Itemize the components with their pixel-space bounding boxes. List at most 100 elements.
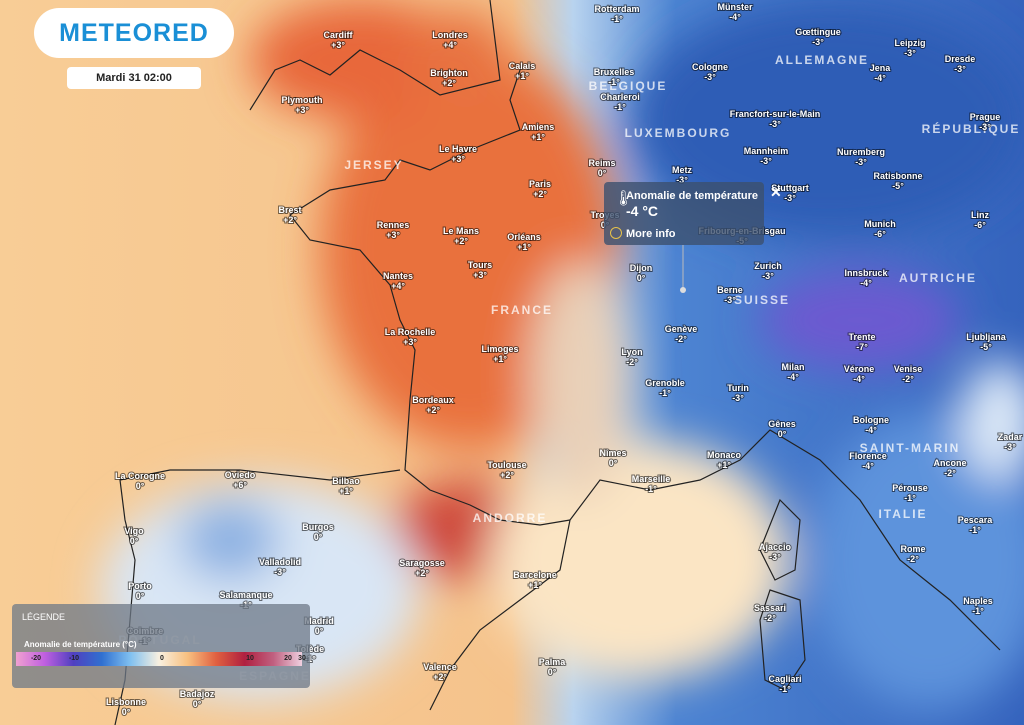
city-name: Reims (588, 158, 615, 168)
city-name: Dresde (945, 54, 976, 64)
city-anomaly: 0° (122, 707, 131, 717)
coastlines (114, 0, 1001, 725)
city-anomaly: +1° (339, 486, 353, 496)
city-anomaly: 0° (778, 429, 787, 439)
thermometer-icon: 🌡 (614, 190, 634, 207)
city-anomaly: +1° (515, 71, 529, 81)
city-anomaly: -4° (860, 278, 872, 288)
city-anomaly: +3° (403, 337, 417, 347)
city-anomaly: 0° (136, 481, 145, 491)
city-name: Dijon (630, 263, 653, 273)
city-anomaly: -7° (856, 342, 868, 352)
legend: LÉGENDE Anomalie de température (°C) -20… (12, 604, 310, 688)
city-anomaly: +3° (386, 230, 400, 240)
anomaly-field (100, 0, 1024, 710)
city-name: Palma (539, 657, 567, 667)
city-anomaly: 0° (130, 536, 139, 546)
city-anomaly: +2° (454, 236, 468, 246)
city-anomaly: -3° (954, 64, 966, 74)
city-name: Limoges (481, 344, 518, 354)
city-anomaly: +2° (500, 470, 514, 480)
city-name: Sassari (754, 603, 786, 613)
city-anomaly: +2° (426, 405, 440, 415)
city-name: Amiens (522, 122, 555, 132)
city-anomaly: 0° (315, 626, 324, 636)
city-anomaly: -3° (979, 122, 991, 132)
city-name: Orléans (507, 232, 541, 242)
city-anomaly: -2° (902, 374, 914, 384)
city-name: Rotterdam (594, 4, 639, 14)
legend-tick: 30 (298, 655, 306, 662)
country-label: RÉPUBLIQUE TCHÈQUE (922, 121, 1024, 136)
city-anomaly: 0° (193, 699, 202, 709)
legend-tick: 0 (160, 655, 164, 662)
city-anomaly: -1° (904, 493, 916, 503)
country-label: ANDORRE (473, 511, 548, 525)
city-anomaly: -1° (972, 606, 984, 616)
city-anomaly: -3° (769, 119, 781, 129)
city-name: Leipzig (895, 38, 926, 48)
city-name: Linz (971, 210, 989, 220)
city-name: Cardiff (324, 30, 354, 40)
city-name: Londres (432, 30, 468, 40)
city-name: Madrid (304, 616, 334, 626)
city-anomaly: -2° (764, 613, 776, 623)
city-anomaly: +3° (473, 270, 487, 280)
city-anomaly: -3° (704, 72, 716, 82)
city-name: Vigo (124, 526, 144, 536)
tooltip: 🌡 Anomalie de température -4 °C ✕ More i… (604, 182, 782, 245)
city-anomaly: 0° (548, 667, 557, 677)
tooltip-title: Anomalie de température (626, 190, 759, 202)
city-name: Gênes (768, 419, 796, 429)
city-anomaly: -3° (762, 271, 774, 281)
city-name: Pescara (958, 515, 994, 525)
city-name: Calais (509, 61, 536, 71)
city-anomaly: -1° (611, 14, 623, 24)
city-name: Bruxelles (594, 67, 635, 77)
city-anomaly: -5° (980, 342, 992, 352)
city-name: Francfort-sur-le-Main (730, 109, 821, 119)
city-name: Barcelone (513, 570, 557, 580)
city-name: Nantes (383, 271, 413, 281)
country-label: AUTRICHE (899, 271, 977, 285)
close-button[interactable]: ✕ (770, 184, 782, 200)
city-anomaly: -6° (974, 220, 986, 230)
city-anomaly: -3° (904, 48, 916, 58)
city-name: Vérone (844, 364, 875, 374)
city-anomaly: +3° (295, 105, 309, 115)
city-anomaly: 0° (609, 458, 618, 468)
city-name: Le Havre (439, 144, 477, 154)
city-name: Mannheim (744, 146, 789, 156)
city-name: Burgos (302, 522, 334, 532)
city-anomaly: 0° (598, 168, 607, 178)
city-anomaly: -1° (779, 684, 791, 694)
city-name: Trente (848, 332, 875, 342)
city-name: Tours (468, 260, 492, 270)
city-name: Berne (717, 285, 743, 295)
city-name: La Rochelle (385, 327, 436, 337)
city-anomaly: -5° (892, 181, 904, 191)
city-name: Toulouse (487, 460, 526, 470)
city-anomaly: -6° (874, 229, 886, 239)
logo[interactable]: METEORED (34, 8, 234, 58)
city-name: Porto (128, 581, 152, 591)
country-label: BELGIQUE (589, 79, 668, 93)
country-label: JERSEY (344, 158, 403, 172)
city-name: Charleroi (600, 92, 640, 102)
city-anomaly: +1° (528, 580, 542, 590)
city-name: Innsbruck (844, 268, 888, 278)
city-name: Stuttgart (771, 183, 809, 193)
city-name: Saragosse (399, 558, 445, 568)
city-anomaly: -2° (944, 468, 956, 478)
city-anomaly: -1° (608, 77, 620, 87)
city-anomaly: -3° (724, 295, 736, 305)
city-name: Genève (665, 324, 698, 334)
city-anomaly: -1° (645, 484, 657, 494)
city-name: Ancone (933, 458, 966, 468)
country-label: ITALIE (878, 507, 927, 521)
more-info-link[interactable]: More info (626, 228, 676, 240)
city-name: Badajoz (180, 689, 215, 699)
city-anomaly: -2° (626, 357, 638, 367)
city-name: Valence (423, 662, 457, 672)
